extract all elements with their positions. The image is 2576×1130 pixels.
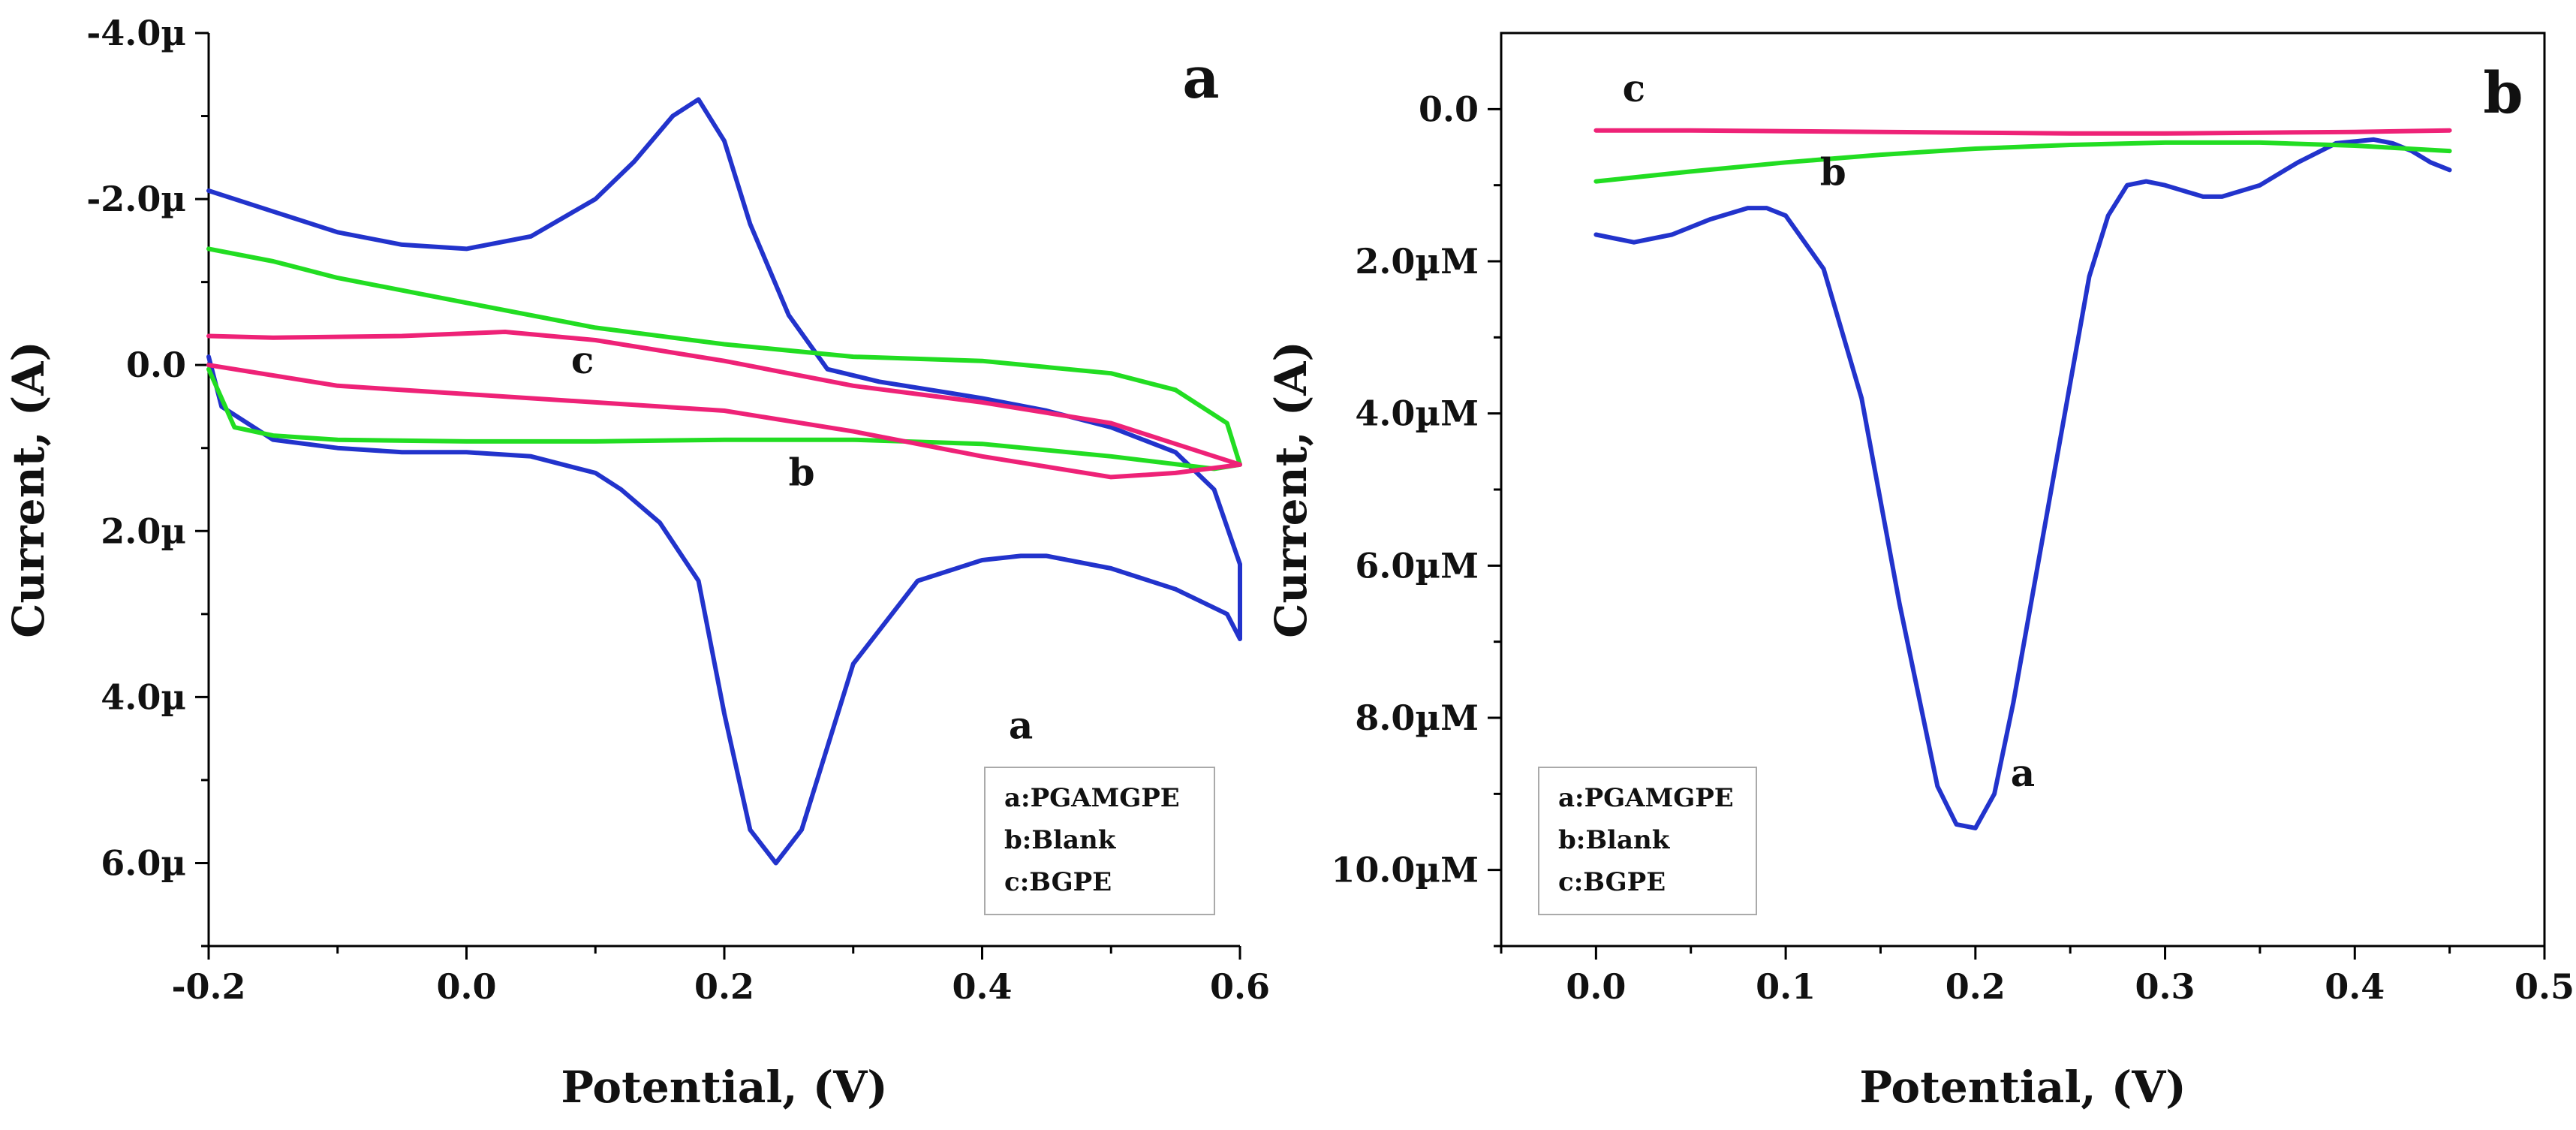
legend-entry: c:BGPE — [1004, 867, 1112, 897]
x-tick-label: -0.2 — [171, 966, 245, 1007]
legend-box — [984, 767, 1215, 915]
x-tick-label: 0.2 — [694, 966, 754, 1007]
legend: a:PGAMGPE b:Blank c:BGPE — [984, 767, 1215, 915]
y-tick-label: 8.0µM — [1355, 698, 1479, 738]
curve-label-a: a — [2011, 751, 2035, 795]
series-line-c — [206, 330, 1242, 480]
legend-entry: b:Blank — [1558, 825, 1671, 855]
curve-label-c: c — [1623, 66, 1645, 110]
x-tick-label: 0.0 — [436, 966, 496, 1007]
x-tick-label: 0.4 — [952, 966, 1012, 1007]
legend: a:PGAMGPE b:Blank c:BGPE — [1538, 767, 1757, 915]
series-line-a — [206, 97, 1242, 866]
y-tick-label: 4.0µM — [1355, 393, 1479, 434]
legend-entry: a:PGAMGPE — [1004, 783, 1180, 813]
x-tick-label: 0.2 — [1946, 966, 2006, 1007]
legend-entry: b:Blank — [1004, 825, 1117, 855]
x-tick-label: 0.3 — [2135, 966, 2195, 1007]
y-tick-label: 6.0µ — [101, 842, 186, 883]
curve-label-a: a — [1009, 704, 1033, 748]
y-axis-title: Current, (A) — [1265, 341, 1317, 638]
legend-box — [1538, 767, 1757, 915]
y-tick-label: 0.0 — [126, 345, 186, 385]
chart-panel-a: -4.0µ -2.0µ 0.0 2.0µ 4.0µ 6.0µ -0.2 0.0 0.2 0.4 0.… — [3, 13, 1270, 1113]
x-tick-label: 0.0 — [1566, 966, 1626, 1007]
series-line-a — [1593, 137, 2452, 830]
panel-letter: a — [1182, 44, 1219, 111]
y-tick-label: 2.0µ — [101, 511, 186, 551]
series-line-b — [1593, 140, 2452, 184]
y-tick-label: 10.0µM — [1331, 850, 1479, 890]
y-tick-label: 4.0µ — [101, 676, 186, 717]
y-axis-title: Current, (A) — [3, 341, 54, 638]
y-tick-label: -4.0µ — [86, 13, 186, 53]
x-axis-title: Potential, (V) — [561, 1062, 887, 1113]
x-tick-label: 0.1 — [1756, 966, 1816, 1007]
x-tick-label: 0.4 — [2325, 966, 2385, 1007]
curve-label-b: b — [789, 450, 815, 494]
x-tick-label: 0.5 — [2514, 966, 2574, 1007]
curve-label-b: b — [1820, 150, 1846, 194]
x-tick-label: 0.6 — [1210, 966, 1270, 1007]
y-tick-label: 6.0µM — [1355, 545, 1479, 586]
panel-letter: b — [2483, 59, 2523, 126]
legend-entry: a:PGAMGPE — [1558, 783, 1734, 813]
y-tick-label: -2.0µ — [86, 179, 186, 219]
curve-label-c: c — [571, 338, 594, 382]
x-axis-title: Potential, (V) — [1859, 1062, 2186, 1113]
y-tick-label: 0.0 — [1419, 89, 1479, 129]
legend-entry: c:BGPE — [1558, 867, 1666, 897]
y-tick-label: 2.0µM — [1355, 241, 1479, 282]
series-line-c — [1593, 128, 2452, 136]
chart-panel-b: 0.0 2.0µM 4.0µM 6.0µM 8.0µM 10.0µM 0.0 0.1 0.2 0.… — [1265, 32, 2574, 1113]
